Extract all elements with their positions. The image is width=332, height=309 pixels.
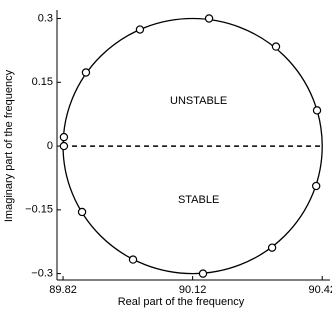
y-tick-label: 0.15 [32,76,53,88]
point [128,255,138,264]
point [81,68,91,77]
point [77,207,87,217]
x-axis-title: Real part of the frequency [118,296,245,308]
point [59,132,69,142]
point [135,25,145,34]
point [311,181,321,191]
annotation: STABLE [178,194,219,206]
y-tick-label: 0 [47,140,53,152]
point [271,42,281,51]
annotation: UNSTABLE [170,95,227,107]
point [204,14,214,23]
point [267,243,277,252]
x-tick-label: 89.82 [49,284,77,296]
y-tick-label: −0.15 [25,204,53,216]
y-tick-label: 0.3 [38,12,53,24]
point [198,269,208,278]
x-tick-label: 90.42 [308,284,332,296]
point [59,141,69,151]
x-tick-label: 90.12 [179,284,207,296]
y-axis-title: Imaginary part of the frequency [3,69,15,222]
point [312,106,322,115]
y-tick-label: −0.3 [31,268,53,280]
